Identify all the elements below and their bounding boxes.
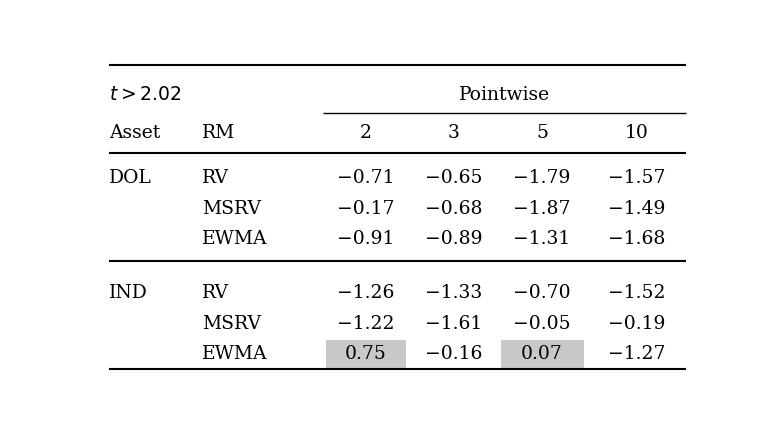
Text: MSRV: MSRV xyxy=(203,200,262,218)
Text: −1.26: −1.26 xyxy=(338,284,395,302)
Text: −1.22: −1.22 xyxy=(338,315,395,333)
Text: −1.52: −1.52 xyxy=(608,284,666,302)
Text: −0.05: −0.05 xyxy=(513,315,571,333)
Text: −0.17: −0.17 xyxy=(338,200,395,218)
Text: −0.91: −0.91 xyxy=(338,230,395,249)
Text: −0.19: −0.19 xyxy=(608,315,666,333)
Text: $t > 2.02$: $t > 2.02$ xyxy=(109,86,182,104)
Text: 0.75: 0.75 xyxy=(345,345,387,363)
Text: −0.70: −0.70 xyxy=(513,284,571,302)
Text: −0.68: −0.68 xyxy=(424,200,482,218)
Text: Pointwise: Pointwise xyxy=(459,86,550,104)
Text: Asset: Asset xyxy=(109,124,161,142)
Bar xyxy=(501,341,584,368)
Text: 10: 10 xyxy=(625,124,649,142)
Bar xyxy=(326,341,407,368)
Text: −1.27: −1.27 xyxy=(608,345,666,363)
Text: 2: 2 xyxy=(360,124,372,142)
Text: −1.68: −1.68 xyxy=(608,230,666,249)
Text: EWMA: EWMA xyxy=(203,345,268,363)
Text: −1.31: −1.31 xyxy=(514,230,570,249)
Text: IND: IND xyxy=(109,284,148,302)
Text: −1.79: −1.79 xyxy=(514,169,570,187)
Text: −1.57: −1.57 xyxy=(608,169,666,187)
Text: 3: 3 xyxy=(448,124,459,142)
Text: 0.07: 0.07 xyxy=(521,345,563,363)
Text: DOL: DOL xyxy=(109,169,152,187)
Text: −1.33: −1.33 xyxy=(424,284,482,302)
Text: −1.87: −1.87 xyxy=(513,200,571,218)
Text: EWMA: EWMA xyxy=(203,230,268,249)
Text: RM: RM xyxy=(203,124,235,142)
Text: −0.16: −0.16 xyxy=(424,345,482,363)
Text: MSRV: MSRV xyxy=(203,315,262,333)
Text: RV: RV xyxy=(203,169,229,187)
Text: RV: RV xyxy=(203,284,229,302)
Text: 5: 5 xyxy=(536,124,548,142)
Text: −1.61: −1.61 xyxy=(424,315,482,333)
Text: −0.89: −0.89 xyxy=(424,230,482,249)
Text: −0.71: −0.71 xyxy=(338,169,395,187)
Text: −0.65: −0.65 xyxy=(424,169,482,187)
Text: −1.49: −1.49 xyxy=(608,200,666,218)
